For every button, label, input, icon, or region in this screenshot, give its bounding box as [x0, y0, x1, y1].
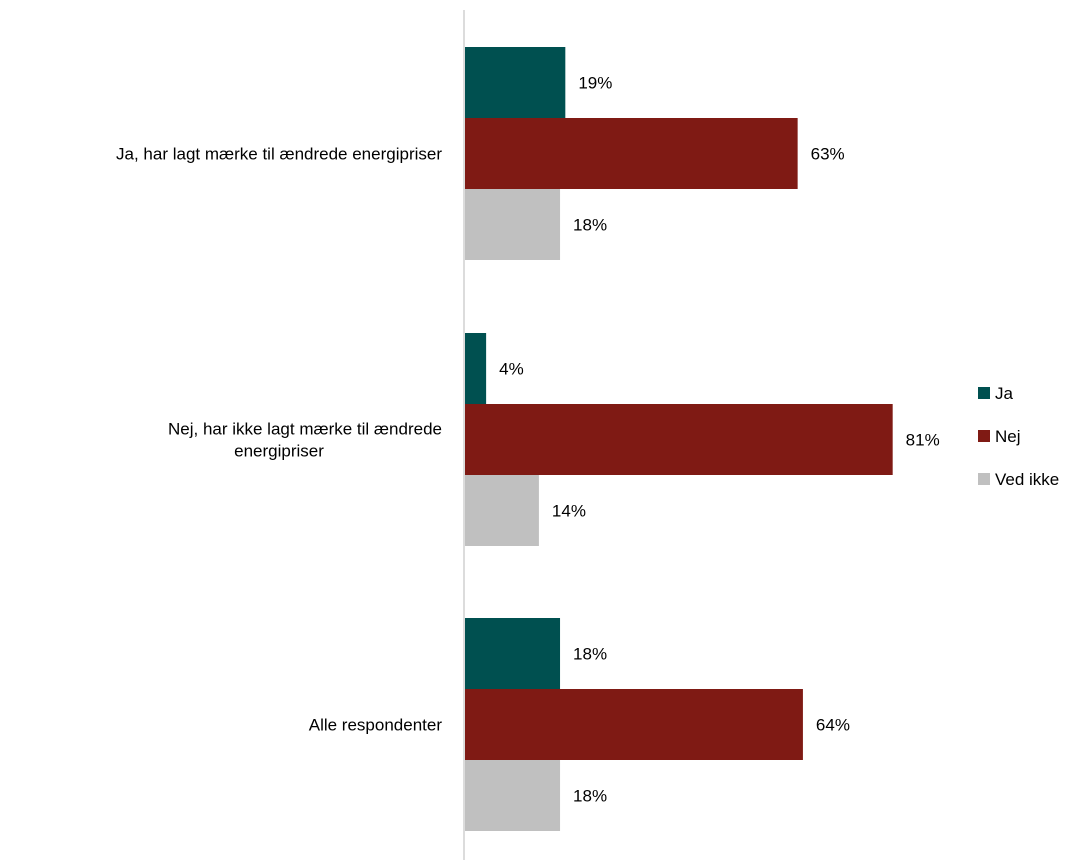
bar: [465, 760, 561, 831]
bar: [465, 333, 487, 404]
legend-label: Ja: [995, 384, 1014, 403]
bar: [465, 618, 561, 689]
legend: Ja Nej Ved ikke: [978, 384, 1059, 489]
legend-label: Nej: [995, 427, 1021, 446]
legend-label: Ved ikke: [995, 470, 1059, 489]
category-label-line: Ja, har lagt mærke til ændrede energipri…: [116, 145, 442, 164]
bar: [465, 189, 561, 260]
data-label: 81%: [906, 431, 940, 450]
data-label: 64%: [816, 716, 850, 735]
legend-swatch: [978, 430, 990, 442]
category-label-line: Alle respondenter: [309, 716, 443, 735]
legend-item: Nej: [978, 427, 1021, 446]
legend-swatch: [978, 473, 990, 485]
legend-swatch: [978, 387, 990, 399]
bar: [465, 47, 566, 118]
category-label: Ja, har lagt mærke til ændrede energipri…: [116, 145, 442, 164]
data-label: 18%: [573, 645, 607, 664]
data-label: 63%: [811, 145, 845, 164]
legend-item: Ja: [978, 384, 1014, 403]
category-label-line: energipriser: [234, 442, 324, 461]
data-label: 18%: [573, 216, 607, 235]
legend-item: Ved ikke: [978, 470, 1059, 489]
labels-layer: Ja, har lagt mærke til ændrede energipri…: [116, 74, 940, 806]
data-label: 4%: [499, 360, 524, 379]
category-label-line: Nej, har ikke lagt mærke til ændrede: [168, 420, 442, 439]
bar: [465, 475, 539, 546]
category-label: Alle respondenter: [309, 716, 443, 735]
category-label: Nej, har ikke lagt mærke til ændrede ener…: [168, 420, 442, 461]
data-label: 19%: [578, 74, 612, 93]
data-label: 18%: [573, 787, 607, 806]
bar: [465, 118, 798, 189]
data-label: 14%: [552, 502, 586, 521]
bar: [465, 689, 803, 760]
bar: [465, 404, 893, 475]
bars-layer: [465, 47, 893, 831]
